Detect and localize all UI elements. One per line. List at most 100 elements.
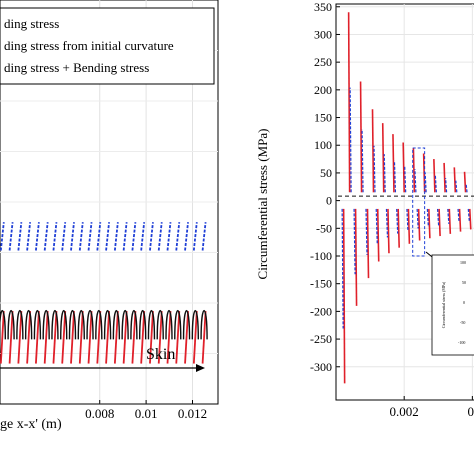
- black-series-segment: [42, 309, 50, 340]
- black-series-segment: [33, 309, 42, 340]
- blue-series-segment: [87, 222, 93, 251]
- red-spike-up: [359, 81, 363, 193]
- red-spike-up: [381, 123, 385, 193]
- red-spike-down: [428, 208, 431, 239]
- red-spike-up: [412, 147, 416, 193]
- blue-series-segment: [166, 222, 172, 251]
- red-series-segment: [43, 311, 49, 364]
- blue-spike-down: [353, 208, 356, 275]
- blue-series-segment: [184, 222, 189, 251]
- y-tick-label: -100: [310, 249, 332, 263]
- red-series-segment: [96, 311, 102, 364]
- blue-spike-up: [444, 177, 448, 193]
- x-tick-label: 0.01: [135, 406, 158, 421]
- blue-spike-down: [416, 208, 419, 229]
- y-tick-label: -50: [316, 221, 332, 235]
- red-spike-up: [463, 171, 467, 193]
- blue-series-segment: [96, 222, 102, 251]
- red-spike-up: [453, 167, 457, 193]
- red-series-segment: [140, 311, 146, 364]
- red-series-segment: [0, 311, 5, 364]
- black-series-segment: [51, 309, 59, 340]
- blue-series-segment: [113, 222, 119, 251]
- skin-label: Skin: [146, 346, 175, 363]
- black-series-segment: [86, 309, 94, 340]
- legend-entry: ding stress + Bending stress: [4, 60, 149, 75]
- black-series-segment: [147, 309, 156, 340]
- red-series-segment: [17, 311, 23, 364]
- red-series-segment: [192, 311, 198, 364]
- blue-spike-down: [457, 208, 460, 223]
- black-series-segment: [24, 309, 33, 340]
- blue-series-segment: [175, 222, 181, 251]
- blue-series-segment: [157, 222, 163, 251]
- black-series-segment: [130, 309, 138, 340]
- red-spike-down: [376, 208, 380, 262]
- left-x-ticks: 0.008 0.01 0.012: [85, 400, 207, 421]
- red-spike-down: [417, 208, 421, 241]
- y-tick-label: -200: [310, 304, 332, 318]
- blue-spike-up: [349, 87, 352, 193]
- blue-series-segment: [149, 222, 154, 251]
- red-spike-down: [354, 208, 358, 306]
- blue-spike-up: [361, 129, 364, 193]
- blue-series-segment: [131, 222, 137, 251]
- red-spike-up: [392, 134, 395, 193]
- x-tick-label: 0.002: [390, 404, 419, 419]
- x-tick-label: 0.008: [85, 406, 114, 421]
- black-series-segment: [60, 309, 68, 340]
- inset-tick-label: 0: [463, 300, 465, 305]
- black-series-segment: [68, 309, 77, 340]
- x-tick-label: 0.: [467, 404, 474, 419]
- blue-series-segment: [70, 222, 75, 251]
- red-series-segment: [131, 311, 137, 364]
- y-tick-label: 150: [314, 111, 332, 125]
- blue-series-segment: [0, 222, 5, 251]
- blue-spike-up: [434, 175, 437, 193]
- y-tick-label: 100: [314, 138, 332, 152]
- blue-spike-down: [375, 208, 378, 244]
- black-series-segment: [16, 309, 24, 340]
- legend: ding stress ding stress from initial cur…: [0, 7, 215, 85]
- red-series-segment: [175, 311, 181, 364]
- y-tick-label: -300: [310, 360, 332, 374]
- blue-series-segment: [192, 222, 198, 251]
- red-series-segment: [105, 311, 110, 364]
- red-spike-down: [468, 208, 472, 230]
- right-y-ticks: 350 300 250 200 150 100 50 0 -50 -100 -150 -200 -250…: [310, 0, 340, 374]
- red-series-segment: [8, 311, 14, 364]
- blue-spike-up: [383, 154, 386, 193]
- black-series-segment: [182, 309, 191, 340]
- y-tick-label: 50: [320, 166, 332, 180]
- inset: 100 50 0 -50 -100 Circumferential stress…: [425, 251, 474, 356]
- red-series-segment: [70, 311, 75, 364]
- blue-spike-up: [393, 160, 397, 193]
- blue-spike-up: [465, 183, 468, 193]
- blue-series-segment: [43, 222, 49, 251]
- inset-tick-label: 50: [462, 280, 466, 285]
- blue-series-segment: [61, 222, 67, 251]
- y-tick-label: -150: [310, 277, 332, 291]
- red-spike-down: [438, 208, 441, 237]
- skin-annotation: Skin: [0, 346, 205, 372]
- blue-series-segment: [52, 222, 58, 251]
- black-series-segment: [7, 309, 15, 340]
- red-spike-up: [371, 109, 375, 193]
- red-spike-down: [397, 208, 400, 248]
- legend-box: [0, 7, 215, 85]
- blue-spike-down: [447, 208, 450, 224]
- right-x-ticks: 0.002 0.: [390, 396, 474, 419]
- x-tick-label: 0.012: [178, 406, 207, 421]
- black-series-segment: [156, 309, 164, 340]
- black-series-segment: [0, 309, 7, 340]
- left-x-axis-label: ge x-x' (m): [0, 417, 62, 432]
- black-series-segment: [77, 309, 85, 340]
- red-spike-up: [443, 162, 446, 193]
- red-series-segment: [87, 311, 93, 364]
- y-tick-label: 250: [314, 55, 332, 69]
- legend-entry: ding stress from initial curvature: [4, 38, 174, 53]
- left-chart: 0.008 0.01 0.012 ding stress ding stress f…: [0, 0, 219, 432]
- blue-series-segment: [201, 222, 207, 251]
- blue-series-segment: [78, 222, 84, 251]
- blue-spike-down: [365, 208, 368, 255]
